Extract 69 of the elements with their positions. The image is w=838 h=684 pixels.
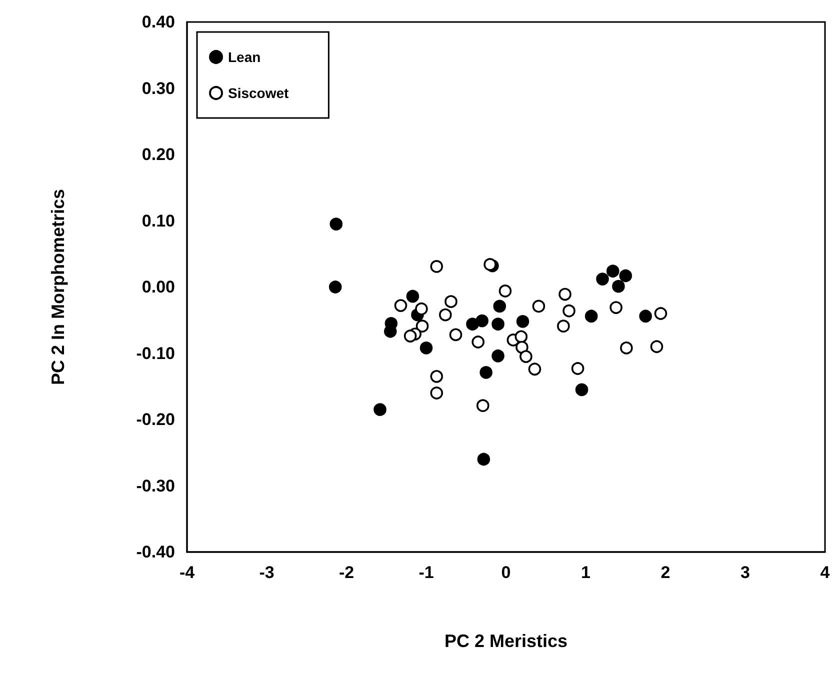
point bbox=[606, 264, 620, 278]
y-axis-title: PC 2 In Morphometrics bbox=[48, 188, 68, 386]
point bbox=[492, 350, 504, 362]
x-tick-label: -1 bbox=[418, 563, 434, 582]
point bbox=[520, 350, 532, 363]
x-tick-label: 1 bbox=[581, 563, 590, 582]
point bbox=[610, 301, 622, 314]
point bbox=[416, 320, 429, 332]
point bbox=[444, 295, 458, 308]
y-tick-label: 0.30 bbox=[142, 78, 175, 98]
point bbox=[492, 318, 504, 330]
x-tick-label: 2 bbox=[660, 563, 670, 582]
point bbox=[484, 258, 496, 271]
point bbox=[575, 383, 588, 396]
x-tick-label: -3 bbox=[259, 563, 274, 582]
point bbox=[449, 328, 462, 342]
point bbox=[528, 362, 542, 376]
point bbox=[620, 342, 633, 354]
point bbox=[420, 342, 433, 354]
point bbox=[584, 310, 598, 323]
point bbox=[466, 318, 479, 330]
point bbox=[480, 366, 492, 379]
point bbox=[430, 386, 444, 400]
x-tick-label: 0 bbox=[501, 563, 511, 582]
point bbox=[596, 272, 609, 286]
legend-label: Siscowet bbox=[228, 85, 290, 101]
y-tick-label: -0.30 bbox=[136, 476, 175, 496]
point bbox=[374, 403, 386, 416]
y-tick-label: -0.10 bbox=[136, 344, 175, 363]
point bbox=[650, 340, 664, 354]
y-tick-label: 0.00 bbox=[142, 278, 175, 296]
point bbox=[430, 260, 444, 273]
point bbox=[394, 299, 408, 312]
point bbox=[477, 452, 490, 466]
point bbox=[330, 218, 343, 230]
point bbox=[514, 330, 528, 344]
point bbox=[476, 399, 490, 412]
x-tick-label: 3 bbox=[740, 563, 750, 582]
point bbox=[558, 288, 572, 301]
point bbox=[328, 280, 342, 294]
point bbox=[498, 284, 512, 298]
y-tick-label: -0.40 bbox=[136, 542, 175, 562]
point bbox=[619, 269, 632, 282]
point bbox=[430, 370, 444, 383]
legend-label: Lean bbox=[228, 49, 261, 65]
y-tick-label: 0.20 bbox=[142, 145, 175, 164]
point bbox=[439, 308, 452, 322]
x-tick-label: -2 bbox=[338, 563, 354, 582]
point bbox=[639, 310, 652, 323]
y-tick-label: -0.20 bbox=[136, 410, 175, 429]
x-tick-label: -4 bbox=[179, 563, 196, 582]
point bbox=[384, 324, 397, 338]
point bbox=[557, 320, 570, 332]
point bbox=[532, 300, 546, 313]
x-axis-title: PC 2 Meristics bbox=[444, 631, 568, 651]
point bbox=[493, 300, 506, 313]
point bbox=[654, 307, 668, 320]
point bbox=[562, 304, 576, 318]
point bbox=[571, 362, 584, 375]
y-tick-label: 0.40 bbox=[142, 12, 175, 32]
point bbox=[472, 336, 484, 348]
y-tick-label: 0.10 bbox=[142, 211, 175, 230]
point bbox=[476, 314, 488, 328]
point bbox=[516, 315, 530, 328]
point bbox=[404, 330, 417, 342]
x-tick-label: 4 bbox=[820, 563, 830, 582]
point bbox=[406, 290, 420, 303]
point bbox=[415, 302, 428, 316]
point bbox=[612, 280, 625, 293]
